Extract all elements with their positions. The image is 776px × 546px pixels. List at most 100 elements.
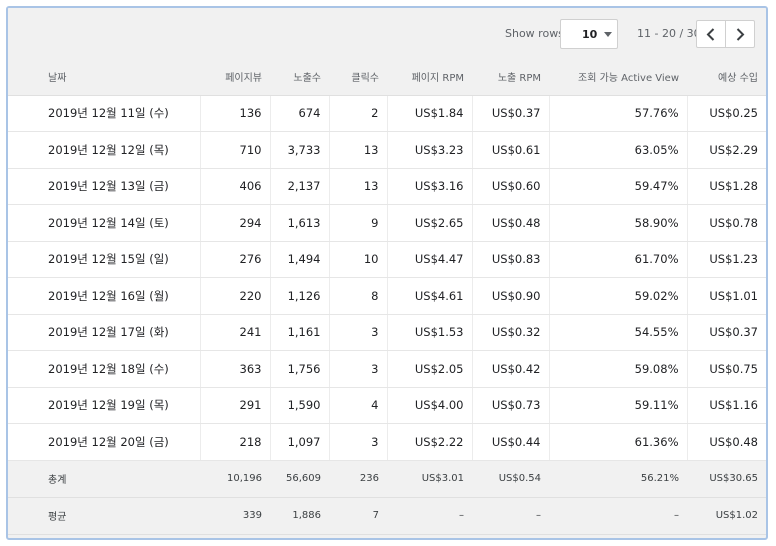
cell: 63.05%	[548, 131, 687, 169]
cell: US$1.23	[686, 241, 766, 278]
cell: US$1.01	[686, 277, 766, 315]
total-cell: 56.21%	[549, 460, 687, 498]
total-label: 총계	[8, 460, 200, 498]
cell: 2019년 12월 16일 (월)	[8, 277, 200, 315]
previous-page-button[interactable]	[696, 20, 726, 48]
total-cell: 56,609	[270, 460, 329, 498]
table-row: 2019년 12월 11일 (수) 136 674 2 US$1.84 US$0.37 57…	[8, 95, 766, 132]
cell: US$0.75	[686, 350, 766, 388]
cell: 2019년 12월 17일 (화)	[8, 314, 200, 351]
cell: 1,494	[269, 241, 329, 278]
table-row: 2019년 12월 20일 (금) 218 1,097 3 US$2.22 US$0.44…	[8, 423, 766, 461]
table-row: 2019년 12월 14일 (토) 294 1,613 9 US$2.65 US$0.48…	[8, 204, 766, 242]
cell: US$1.16	[686, 387, 766, 424]
cell: US$4.47	[386, 241, 472, 278]
average-cell: –	[472, 497, 549, 535]
cell: 2019년 12월 14일 (토)	[8, 204, 200, 242]
cell: US$3.23	[386, 131, 472, 169]
cell: US$1.84	[386, 95, 472, 132]
cell: 220	[199, 277, 270, 315]
cell: 3	[328, 314, 387, 351]
column-header-clicks[interactable]: 클릭수	[329, 59, 387, 96]
cell: 13	[328, 131, 387, 169]
cell: 1,126	[269, 277, 329, 315]
cell: US$0.25	[686, 95, 766, 132]
average-cell: 339	[200, 497, 270, 535]
total-cell: US$0.54	[472, 460, 549, 498]
report-frame: Show rows 10 11 - 20 / 30 날짜 페이지뷰 노출수	[6, 6, 768, 540]
cell: US$2.65	[386, 204, 472, 242]
table-row: 2019년 12월 16일 (월) 220 1,126 8 US$4.61 US$0.90…	[8, 277, 766, 315]
cell: 2019년 12월 13일 (금)	[8, 168, 200, 205]
cell: US$4.61	[386, 277, 472, 315]
chevron-right-icon	[736, 28, 745, 41]
cell: US$2.29	[686, 131, 766, 169]
cell: 2019년 12월 18일 (수)	[8, 350, 200, 388]
cell: 136	[199, 95, 270, 132]
cell: 3	[328, 350, 387, 388]
cell: 3,733	[269, 131, 329, 169]
cell: US$0.48	[471, 204, 549, 242]
cell: 2019년 12월 19일 (목)	[8, 387, 200, 424]
cell: 59.08%	[548, 350, 687, 388]
cell: US$2.22	[386, 423, 472, 461]
next-page-button[interactable]	[725, 20, 755, 48]
cell: US$0.61	[471, 131, 549, 169]
table-toolbar: Show rows 10 11 - 20 / 30	[8, 8, 766, 59]
total-cell: US$30.65	[687, 460, 766, 498]
cell: 10	[328, 241, 387, 278]
table-row: 2019년 12월 18일 (수) 363 1,756 3 US$2.05 US$0.42…	[8, 350, 766, 388]
cell: US$3.16	[386, 168, 472, 205]
total-cell: 10,196	[200, 460, 270, 498]
cell: 13	[328, 168, 387, 205]
rows-per-page-value: 10	[582, 28, 598, 41]
table-row: 2019년 12월 19일 (목) 291 1,590 4 US$4.00 US$0.73…	[8, 387, 766, 424]
column-header-pageviews[interactable]: 페이지뷰	[200, 59, 270, 96]
table-row: 2019년 12월 17일 (화) 241 1,161 3 US$1.53 US$0.32…	[8, 314, 766, 351]
cell: 2	[328, 95, 387, 132]
cell: 2019년 12월 20일 (금)	[8, 423, 200, 461]
cell: 363	[199, 350, 270, 388]
average-cell: US$1.02	[687, 497, 766, 535]
average-row: 평균 339 1,886 7– – – US$1.02	[8, 497, 766, 535]
column-header-page-rpm[interactable]: 페이지 RPM	[387, 59, 472, 96]
cell: US$0.37	[686, 314, 766, 351]
chevron-left-icon	[706, 28, 715, 41]
cell: 9	[328, 204, 387, 242]
cell: 294	[199, 204, 270, 242]
cell: 241	[199, 314, 270, 351]
cell: 674	[269, 95, 329, 132]
cell: 3	[328, 423, 387, 461]
cell: 2,137	[269, 168, 329, 205]
column-header-estimated-earnings[interactable]: 예상 수입	[687, 59, 766, 96]
cell: 59.02%	[548, 277, 687, 315]
cell: 61.70%	[548, 241, 687, 278]
cell: US$0.78	[686, 204, 766, 242]
cell: US$2.05	[386, 350, 472, 388]
column-header-active-view[interactable]: 조회 가능 Active View	[549, 59, 687, 96]
column-header-impressions[interactable]: 노출수	[270, 59, 329, 96]
cell: 1,590	[269, 387, 329, 424]
cell: 276	[199, 241, 270, 278]
column-header-impression-rpm[interactable]: 노출 RPM	[472, 59, 549, 96]
pagination-range: 11 - 20 / 30	[637, 27, 701, 40]
cell: US$0.83	[471, 241, 549, 278]
cell: US$1.28	[686, 168, 766, 205]
cell: 59.11%	[548, 387, 687, 424]
cell: 1,613	[269, 204, 329, 242]
cell: 710	[199, 131, 270, 169]
cell: 58.90%	[548, 204, 687, 242]
cell: US$0.48	[686, 423, 766, 461]
rows-per-page-select[interactable]: 10	[560, 19, 618, 49]
column-header-date[interactable]: 날짜	[8, 59, 200, 96]
cell: 57.76%	[548, 95, 687, 132]
total-row: 총계 10,196 56,609 236 US$3.01 US$0.54 56.21% US$…	[8, 460, 766, 498]
cell: 61.36%	[548, 423, 687, 461]
cell: 4	[328, 387, 387, 424]
cell: US$0.60	[471, 168, 549, 205]
cell: 1,097	[269, 423, 329, 461]
cell: 59.47%	[548, 168, 687, 205]
cell: US$0.42	[471, 350, 549, 388]
average-label: 평균	[8, 497, 200, 535]
report-table: 날짜 페이지뷰 노출수 클릭수 페이지 RPM 노출 RPM 조회 가능 Act…	[8, 59, 766, 535]
